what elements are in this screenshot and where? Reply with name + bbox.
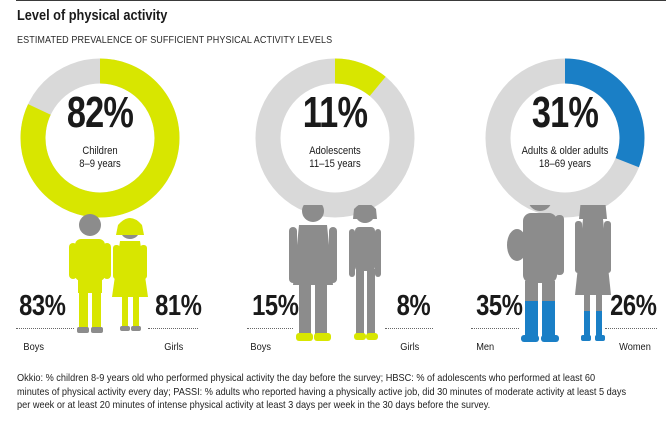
figures-adolescents [289, 205, 381, 341]
donut-adults [485, 58, 645, 218]
dotted-rule-left [471, 328, 519, 329]
top-rule [16, 0, 666, 1]
boy-figure [69, 214, 111, 333]
donut-adolescents [255, 58, 415, 218]
group-age: 11–15 years [309, 158, 361, 170]
boys-label: Boys [23, 341, 44, 353]
panel-adults: 31% Adults & older adults 18–69 years [465, 50, 665, 360]
women-label: Women [619, 341, 651, 353]
dotted-rule-right [148, 328, 198, 329]
dotted-rule-right [605, 328, 657, 329]
donut-value-arc [334, 58, 386, 97]
group-label: Children [82, 145, 118, 157]
dotted-rule-left [16, 328, 74, 329]
donut-value-arc [20, 58, 180, 218]
group-age: 18–69 years [538, 158, 592, 170]
teen-girl-figure [349, 205, 381, 340]
dotted-rule-left [247, 328, 293, 329]
footnote: Okkio: % children 8-9 years old who perf… [17, 372, 627, 411]
teen-boy-figure [289, 205, 337, 341]
woman-figure [575, 205, 611, 341]
donut-children [20, 58, 180, 218]
figures-adults [507, 205, 611, 342]
donut-value-arc [564, 58, 645, 168]
girl-figure [112, 218, 148, 331]
figures-children [69, 214, 148, 333]
man-figure [507, 205, 564, 342]
donut-percent: 82% [66, 88, 134, 137]
girls-label: Girls [164, 341, 184, 353]
girls-label: Girls [400, 341, 420, 353]
dotted-rule-right [385, 328, 433, 329]
group-label: Adolescents [309, 145, 361, 157]
donut-percent: 31% [531, 88, 599, 137]
girls-percent: 81% [155, 290, 202, 322]
chart-subtitle: ESTIMATED PREVALENCE OF SUFFICIENT PHYSI… [17, 34, 333, 46]
boys-percent: 15% [252, 290, 299, 322]
boys-percent: 83% [19, 290, 66, 322]
donut-percent: 11% [302, 88, 368, 137]
boys-label: Boys [250, 341, 271, 353]
group-label: Adults & older adults [521, 145, 609, 157]
men-percent: 35% [476, 290, 523, 322]
panel-children: 82% Children 8–9 years 83% 8 [0, 50, 202, 360]
chart-title: Level of physical activity [17, 8, 168, 24]
panel-adolescents: 11% Adolescents 11–15 years 15% 8% Bo [235, 50, 435, 360]
girls-percent: 8% [396, 290, 431, 322]
men-label: Men [476, 341, 495, 353]
women-percent: 26% [610, 290, 657, 322]
group-age: 8–9 years [79, 158, 121, 170]
